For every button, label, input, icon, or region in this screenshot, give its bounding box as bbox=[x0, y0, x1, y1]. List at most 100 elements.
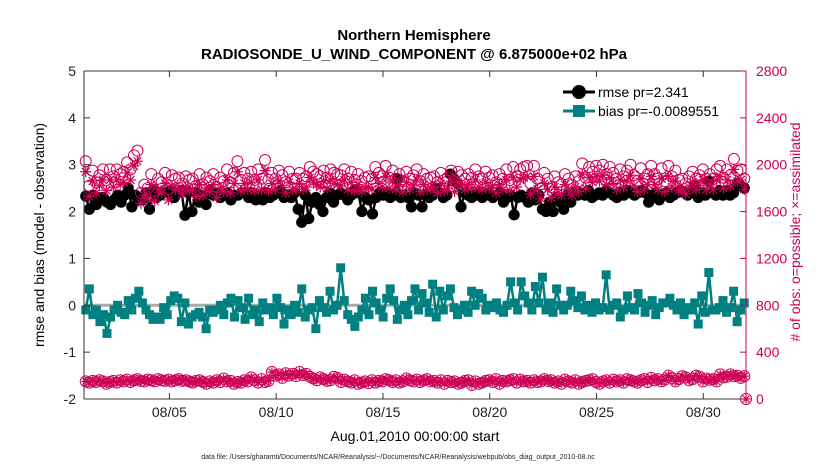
obs-bottom-asterisk bbox=[353, 379, 363, 389]
obs-assimilated-point bbox=[635, 173, 647, 185]
obs-assimilated-point bbox=[390, 183, 402, 195]
obs-bottom-asterisk bbox=[91, 377, 101, 387]
obs-bottom-asterisk bbox=[201, 379, 211, 389]
bias-point bbox=[226, 293, 236, 303]
obs-bottom-asterisk bbox=[350, 375, 360, 385]
obs-assimilated-point bbox=[149, 195, 161, 207]
obs-bottom-asterisk bbox=[305, 372, 315, 382]
bias-point bbox=[233, 296, 243, 306]
obs-bottom-asterisk bbox=[429, 376, 439, 386]
bias-point bbox=[452, 310, 462, 320]
obs-bottom-asterisk bbox=[239, 375, 249, 385]
bias-point bbox=[297, 284, 307, 294]
y-left-tick-label: 5 bbox=[68, 63, 76, 79]
bias-point bbox=[357, 305, 367, 315]
bias-point bbox=[343, 310, 353, 320]
obs-assimilated-point bbox=[207, 179, 219, 191]
obs-bottom-asterisk bbox=[501, 376, 511, 386]
bias-point bbox=[714, 303, 724, 313]
obs-assimilated-point bbox=[728, 163, 740, 175]
footer-data-file: data file: /Users/gharamti/Documents/NCA… bbox=[201, 454, 595, 461]
obs-bottom-asterisk bbox=[401, 374, 411, 383]
bias-point bbox=[414, 305, 424, 315]
obs-assimilated-point bbox=[511, 181, 523, 193]
obs-bottom-point bbox=[710, 375, 723, 388]
obs-assimilated-point bbox=[235, 184, 247, 196]
obs-bottom-asterisk bbox=[129, 375, 139, 385]
obs-assimilated-point bbox=[173, 182, 185, 194]
obs-assimilated-point bbox=[549, 181, 561, 193]
obs-bottom-asterisk bbox=[139, 376, 149, 386]
obs-assimilated-point bbox=[128, 160, 140, 172]
obs-assimilated-point bbox=[587, 176, 599, 188]
obs-bottom-asterisk bbox=[691, 371, 701, 381]
bias-point bbox=[644, 300, 654, 310]
obs-bottom-asterisk bbox=[212, 375, 222, 385]
obs-bottom-asterisk bbox=[174, 374, 184, 384]
obs-bottom-asterisk bbox=[284, 371, 294, 381]
obs-assimilated-point bbox=[624, 169, 636, 181]
bias-point bbox=[718, 296, 728, 306]
bias-point bbox=[555, 300, 565, 310]
obs-assimilated-point bbox=[421, 183, 433, 195]
obs-bottom-asterisk bbox=[667, 373, 677, 383]
bias-point bbox=[562, 300, 572, 310]
obs-assimilated-point bbox=[521, 170, 533, 182]
bias-point bbox=[421, 298, 431, 308]
obs-bottom-asterisk bbox=[653, 374, 663, 384]
bias-point bbox=[520, 291, 530, 301]
obs-assimilated-point bbox=[704, 179, 716, 191]
obs-bottom-asterisk bbox=[712, 376, 722, 386]
bias-point bbox=[293, 307, 303, 317]
x-tick-label: 08/10 bbox=[259, 404, 294, 420]
bias-point bbox=[180, 298, 190, 308]
obs-bottom-asterisk bbox=[646, 373, 656, 383]
obs-bottom-asterisk bbox=[453, 379, 463, 389]
obs-assimilated-point bbox=[445, 175, 457, 187]
bias-point bbox=[449, 303, 459, 313]
obs-assimilated-point bbox=[100, 184, 112, 196]
obs-bottom-asterisk bbox=[260, 377, 270, 387]
obs-bottom-asterisk bbox=[184, 376, 194, 386]
obs-bottom-asterisk bbox=[339, 375, 349, 385]
obs-bottom-asterisk bbox=[577, 377, 587, 387]
obs-assimilated-point bbox=[645, 170, 657, 182]
obs-bottom-asterisk bbox=[163, 375, 173, 385]
obs-assimilated-point bbox=[252, 174, 264, 186]
obs-bottom-asterisk bbox=[415, 377, 425, 387]
obs-bottom-asterisk bbox=[477, 378, 487, 388]
obs-bottom-asterisk bbox=[308, 374, 318, 383]
bias-point bbox=[704, 267, 714, 277]
bias-point bbox=[431, 312, 441, 322]
obs-assimilated-point bbox=[500, 174, 512, 186]
obs-bottom-asterisk bbox=[153, 374, 163, 384]
obs-bottom-asterisk bbox=[370, 378, 380, 388]
bias-point bbox=[676, 298, 686, 308]
bias-point bbox=[254, 317, 264, 327]
bias-point bbox=[661, 298, 671, 308]
rmse-point bbox=[558, 203, 570, 215]
obs-assimilated-point bbox=[538, 177, 550, 189]
y-right-tick-label: 400 bbox=[756, 344, 780, 360]
obs-bottom-asterisk bbox=[95, 375, 105, 385]
bias-point bbox=[389, 296, 399, 306]
x-tick-label: 08/05 bbox=[152, 404, 187, 420]
obs-bottom-asterisk bbox=[205, 376, 215, 386]
obs-bottom-asterisk bbox=[408, 376, 418, 386]
obs-assimilated-point bbox=[473, 181, 485, 193]
obs-assimilated-point bbox=[562, 183, 574, 195]
obs-assimilated-point bbox=[697, 174, 709, 186]
rmse-point bbox=[143, 203, 156, 215]
y-left-tick-label: 4 bbox=[68, 110, 76, 126]
rmse-point bbox=[405, 201, 418, 213]
obs-assimilated-point bbox=[397, 186, 409, 198]
bias-point bbox=[548, 307, 558, 317]
bias-point bbox=[605, 305, 615, 315]
legend-rmse-marker bbox=[572, 85, 586, 99]
rmse-point bbox=[416, 201, 428, 213]
obs-assimilated-point bbox=[290, 183, 302, 195]
bias-point bbox=[123, 296, 133, 306]
obs-bottom-asterisk bbox=[526, 378, 536, 388]
obs-assimilated-point bbox=[194, 179, 206, 191]
bias-point bbox=[679, 310, 689, 320]
